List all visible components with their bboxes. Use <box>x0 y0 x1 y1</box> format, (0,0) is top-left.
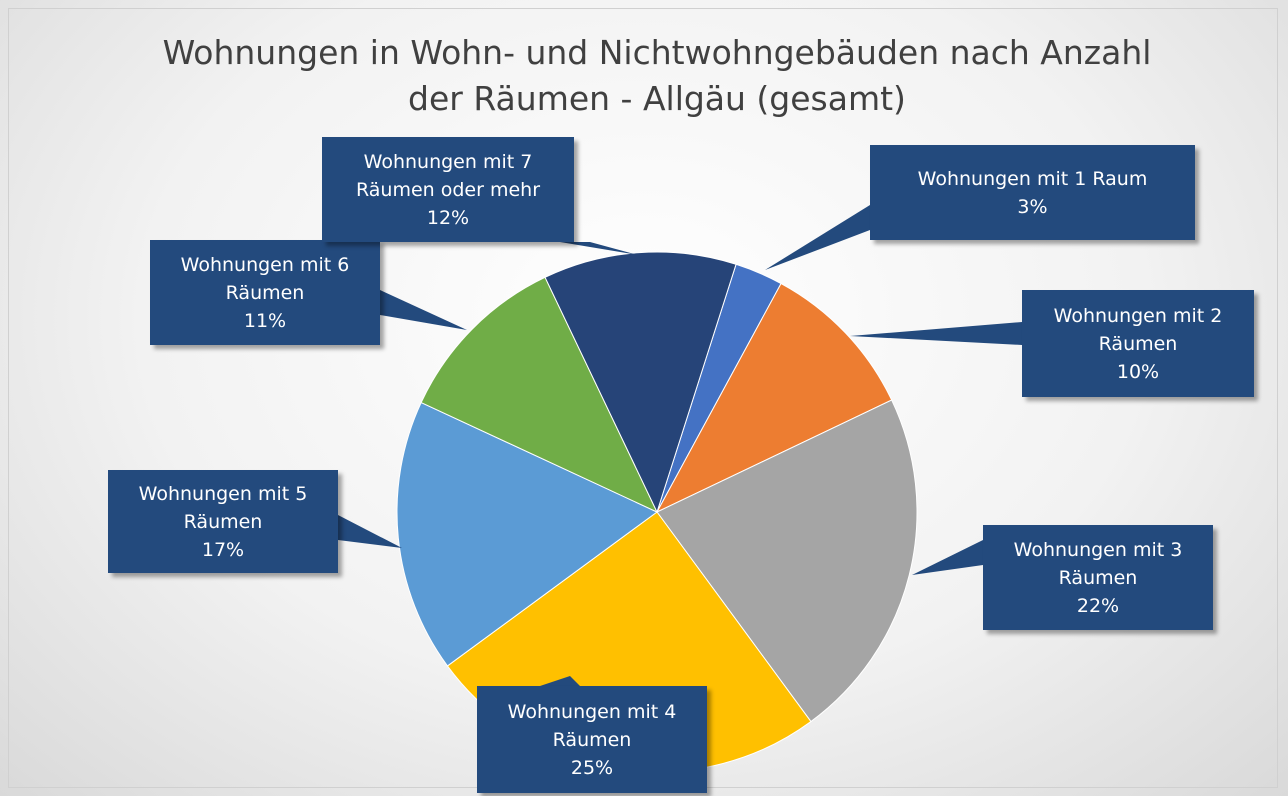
value-label: 25% <box>570 756 614 779</box>
data-label: Wohnungen mit 3 Räumen 22% <box>983 525 1213 630</box>
pie-slice <box>420 276 659 514</box>
data-label: Wohnungen mit 1 Raum 3% <box>870 145 1195 240</box>
data-label: Wohnungen mit 4 Räumen 25% <box>477 686 707 793</box>
callout-pointer <box>380 290 467 330</box>
callout-pointer <box>338 515 402 548</box>
pie-slice <box>655 282 893 514</box>
category-label: Wohnungen mit 7 Räumen oder mehr <box>355 150 541 201</box>
category-label: Wohnungen mit 2 Räumen <box>1053 304 1223 355</box>
callout-pointer <box>912 540 983 575</box>
category-label: Wohnungen mit 1 Raum <box>917 167 1148 190</box>
data-label: Wohnungen mit 7 Räumen oder mehr 12% <box>322 137 574 242</box>
value-label: 12% <box>426 206 470 229</box>
category-label: Wohnungen mit 3 Räumen <box>1013 538 1183 589</box>
value-label: 3% <box>1017 195 1048 218</box>
chart-title: Wohnungen in Wohn- und Nichtwohngebäuden… <box>162 33 1152 118</box>
category-label: Wohnungen mit 4 Räumen <box>507 700 677 751</box>
value-label: 11% <box>243 309 287 332</box>
pie-slice <box>396 401 658 667</box>
callout-pointer <box>540 676 580 686</box>
data-label: Wohnungen mit 2 Räumen 10% <box>1022 290 1254 397</box>
callout-pointer <box>850 322 1022 345</box>
category-label: Wohnungen mit 5 Räumen <box>138 482 308 533</box>
data-label: Wohnungen mit 6 Räumen 11% <box>150 240 380 345</box>
value-label: 10% <box>1116 360 1160 383</box>
pie-slice <box>544 251 737 514</box>
category-label: Wohnungen mit 6 Räumen <box>180 253 350 304</box>
pie-slice <box>656 399 918 723</box>
callout-pointer <box>560 242 638 255</box>
callout-pointer <box>765 205 870 270</box>
value-label: 17% <box>201 538 245 561</box>
value-label: 22% <box>1076 594 1120 617</box>
data-label: Wohnungen mit 5 Räumen 17% <box>108 470 338 573</box>
